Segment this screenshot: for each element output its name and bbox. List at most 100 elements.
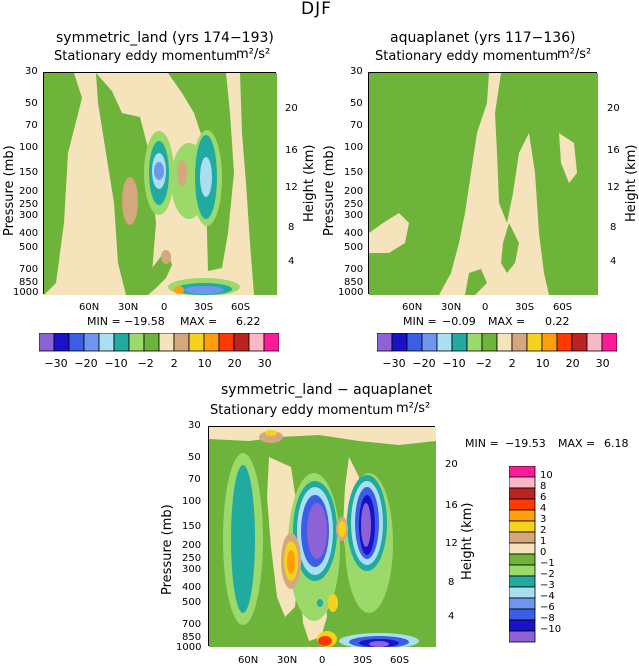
max-label-aqua: MAX = bbox=[488, 315, 526, 328]
pressure-tick: 30 bbox=[188, 420, 201, 431]
colorbar-label: 2 bbox=[508, 357, 516, 370]
contour-fill bbox=[168, 73, 234, 271]
panel-units-aqua: m²/s² bbox=[557, 47, 592, 62]
colorbar-swatch bbox=[509, 619, 536, 632]
colorbar-swatch bbox=[113, 333, 130, 352]
plot-sym bbox=[43, 72, 277, 295]
pressure-tick: 50 bbox=[25, 98, 38, 109]
colorbar-label: 30 bbox=[257, 357, 272, 370]
contour-fill bbox=[501, 223, 519, 273]
contour-fill bbox=[265, 430, 277, 436]
colorbar-label: −10 bbox=[104, 357, 128, 370]
contour-fill bbox=[318, 636, 332, 646]
height-tick: 16 bbox=[285, 145, 298, 156]
pressure-tick: 700 bbox=[344, 264, 364, 275]
height-tick: 20 bbox=[285, 103, 298, 114]
pressure-tick: 300 bbox=[344, 210, 364, 221]
pressure-axis-label-aqua: Pressure (mb) bbox=[322, 145, 337, 236]
colorbar-label: 10 bbox=[197, 357, 212, 370]
colorbar-label: 1 bbox=[540, 536, 547, 547]
colorbar-label: −6 bbox=[540, 602, 555, 613]
height-tick: 8 bbox=[448, 577, 455, 588]
colorbar-swatch bbox=[571, 333, 588, 352]
contour-fill bbox=[287, 550, 295, 574]
pressure-tick: 100 bbox=[19, 142, 39, 153]
colorbar-label: −10 bbox=[442, 357, 466, 370]
colorbar-label: −10 bbox=[540, 624, 562, 635]
colorbar-swatch bbox=[53, 333, 70, 352]
latitude-tick: 30N bbox=[277, 655, 298, 666]
colorbar-swatch bbox=[496, 333, 513, 352]
colorbar-label: −20 bbox=[412, 357, 436, 370]
latitude-tick: 60S bbox=[553, 302, 573, 313]
colorbar-top-left bbox=[39, 333, 279, 352]
colorbar-swatch bbox=[158, 333, 175, 352]
colorbar-swatch bbox=[233, 333, 250, 352]
contour-fill bbox=[174, 286, 184, 294]
pressure-tick: 70 bbox=[188, 474, 201, 485]
pressure-tick: 150 bbox=[182, 521, 202, 532]
colorbar-swatch bbox=[98, 333, 115, 352]
colorbar-swatch bbox=[509, 542, 536, 555]
colorbar-swatch bbox=[451, 333, 468, 352]
pressure-tick: 70 bbox=[25, 120, 38, 131]
colorbar-swatch bbox=[509, 520, 536, 533]
pressure-tick: 500 bbox=[182, 597, 202, 608]
contour-fill bbox=[307, 503, 327, 559]
colorbar-swatch bbox=[436, 333, 453, 352]
latitude-tick: 60S bbox=[390, 655, 410, 666]
pressure-tick: 100 bbox=[344, 142, 364, 153]
contour-fill bbox=[369, 641, 389, 647]
colorbar-swatch bbox=[509, 586, 536, 599]
pressure-axis-label-sym: Pressure (mb) bbox=[2, 145, 17, 236]
height-axis-label-aqua: Height (km) bbox=[624, 144, 639, 222]
colorbar-right bbox=[509, 466, 536, 643]
plot-diff bbox=[208, 426, 436, 647]
colorbar-label: 10 bbox=[535, 357, 550, 370]
pressure-tick: 70 bbox=[350, 120, 363, 131]
plot-aqua bbox=[368, 72, 598, 295]
pressure-tick: 1000 bbox=[338, 287, 364, 298]
colorbar-label: −2 bbox=[137, 357, 154, 370]
panel-title-sym: symmetric_land (yrs 174−193) bbox=[56, 30, 274, 46]
height-tick: 4 bbox=[448, 611, 455, 622]
pressure-tick: 30 bbox=[350, 66, 363, 77]
colorbar-swatch bbox=[509, 608, 536, 621]
colorbar-label: 8 bbox=[540, 481, 547, 492]
pressure-tick: 850 bbox=[182, 632, 202, 643]
colorbar-swatch bbox=[83, 333, 100, 352]
panel-subtitle-sym: Stationary eddy momentum bbox=[54, 49, 238, 64]
colorbar-swatch bbox=[128, 333, 145, 352]
pressure-tick: 150 bbox=[344, 167, 364, 178]
pressure-tick: 1000 bbox=[13, 287, 39, 298]
contour-fill bbox=[44, 73, 82, 295]
colorbar-label: 20 bbox=[565, 357, 580, 370]
colorbar-swatch bbox=[406, 333, 423, 352]
height-axis-label-sym: Height (km) bbox=[302, 144, 317, 222]
colorbar-swatch bbox=[509, 498, 536, 511]
pressure-tick: 850 bbox=[344, 277, 364, 288]
max-label-diff: MAX = bbox=[558, 437, 596, 450]
latitude-tick: 30N bbox=[118, 302, 139, 313]
panel-units-sym: m²/s² bbox=[236, 47, 271, 62]
latitude-tick: 30S bbox=[194, 302, 214, 313]
height-tick: 12 bbox=[445, 538, 458, 549]
colorbar-swatch bbox=[509, 564, 536, 577]
colorbar-label: 20 bbox=[227, 357, 242, 370]
colorbar-swatch bbox=[509, 509, 536, 522]
pressure-axis-label-diff: Pressure (mb) bbox=[160, 504, 175, 595]
pressure-tick: 400 bbox=[344, 228, 364, 239]
colorbar-swatch bbox=[218, 333, 235, 352]
pressure-tick: 50 bbox=[188, 452, 201, 463]
pressure-tick: 250 bbox=[344, 199, 364, 210]
colorbar-swatch bbox=[509, 531, 536, 544]
colorbar-label: −3 bbox=[540, 580, 555, 591]
contour-aqua bbox=[369, 73, 598, 295]
panel-units-diff: m²/s² bbox=[396, 401, 431, 416]
height-axis-label-diff: Height (km) bbox=[460, 502, 475, 580]
pressure-tick: 150 bbox=[19, 167, 39, 178]
colorbar-swatch bbox=[263, 333, 279, 352]
latitude-tick: 30S bbox=[515, 302, 535, 313]
latitude-tick: 0 bbox=[319, 655, 326, 666]
pressure-tick: 300 bbox=[19, 210, 39, 221]
